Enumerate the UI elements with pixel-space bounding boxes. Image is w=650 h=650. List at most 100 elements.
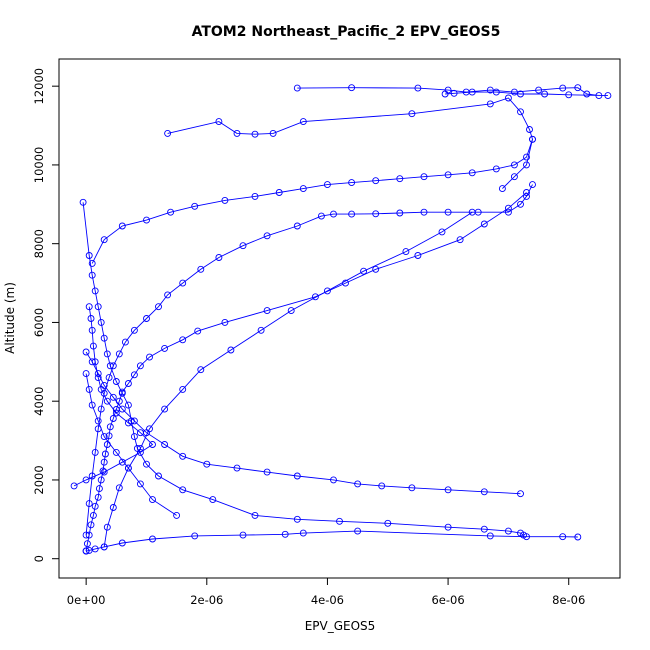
data-point: [146, 353, 153, 361]
data-point: [118, 539, 126, 547]
data-point: [112, 448, 120, 456]
data-point: [136, 480, 144, 488]
series-line: [73, 306, 154, 487]
data-point: [311, 293, 319, 301]
data-point: [492, 165, 500, 173]
x-tick-label: 4e-06: [311, 593, 344, 607]
data-point: [121, 338, 129, 346]
data-point: [444, 208, 452, 216]
data-point: [450, 89, 458, 97]
data-point: [136, 444, 144, 452]
data-point: [486, 100, 494, 108]
data-point: [510, 161, 518, 169]
data-point: [109, 415, 117, 422]
data-point: [124, 419, 132, 427]
data-point: [91, 502, 99, 510]
series-line: [85, 373, 177, 516]
data-point: [88, 259, 96, 267]
y-axis: 0 2000 4000 6000 8000 10000 12000: [32, 68, 59, 562]
data-point: [197, 366, 205, 374]
data-point: [444, 171, 452, 179]
data-point: [523, 161, 530, 169]
data-point: [167, 208, 175, 216]
data-point: [251, 130, 259, 138]
plot-frame: [58, 58, 621, 579]
data-point: [130, 326, 138, 334]
data-point: [504, 208, 512, 216]
data-point: [360, 267, 368, 275]
data-point: [136, 362, 144, 370]
data-point: [161, 344, 169, 352]
data-point: [106, 362, 114, 370]
data-point: [155, 303, 162, 311]
data-point: [348, 84, 356, 92]
data-point: [486, 532, 494, 540]
data-point: [372, 177, 380, 185]
data-point: [523, 533, 530, 541]
y-tick-label: 4000: [32, 387, 46, 416]
data-point: [105, 374, 113, 382]
data-point: [269, 129, 277, 137]
series-line: [91, 139, 533, 264]
data-point: [194, 327, 202, 335]
y-tick-label: 2000: [32, 465, 46, 494]
data-point: [88, 271, 96, 279]
data-point: [95, 485, 103, 493]
data-point: [517, 108, 524, 116]
data-point: [82, 531, 90, 539]
data-point: [103, 523, 111, 531]
data-point: [221, 196, 229, 204]
data-point: [441, 90, 449, 98]
data-point: [263, 468, 271, 476]
x-tick-label: 2e-06: [190, 593, 223, 607]
data-point: [444, 523, 452, 531]
chart-title: ATOM2 Northeast_Pacific_2 EPV_GEOS5: [192, 24, 501, 40]
data-point: [595, 92, 603, 100]
y-tick-label: 10000: [32, 147, 46, 184]
data-point: [330, 476, 337, 484]
data-point: [583, 90, 591, 98]
data-point: [106, 423, 114, 431]
series-line: [85, 192, 527, 551]
data-point: [517, 90, 524, 98]
data-point: [574, 84, 582, 92]
data-point: [149, 496, 156, 504]
data-point: [517, 490, 524, 498]
data-point: [299, 529, 307, 537]
data-point: [85, 252, 93, 259]
data-point: [257, 326, 265, 334]
data-point: [101, 450, 109, 458]
data-point: [378, 482, 386, 490]
data-point: [498, 185, 506, 193]
data-point: [70, 482, 78, 490]
data-point: [492, 88, 500, 96]
data-point: [82, 370, 90, 378]
data-point: [293, 515, 301, 523]
data-point: [130, 433, 138, 441]
data-point: [275, 189, 283, 196]
data-point: [414, 84, 422, 92]
data-point: [94, 493, 102, 501]
x-tick-label: 0e+00: [67, 593, 106, 607]
data-point: [82, 547, 90, 555]
data-point: [239, 242, 247, 250]
series-line: [85, 184, 533, 536]
data-point: [149, 441, 156, 448]
data-point: [100, 543, 108, 551]
data-point: [100, 381, 108, 389]
data-point: [83, 540, 91, 548]
x-axis: 0e+00 2e-06 4e-06 6e-06 8e-06: [67, 578, 585, 607]
series-line: [82, 202, 524, 536]
data-point: [149, 535, 156, 543]
data-point: [504, 94, 512, 102]
data-point: [191, 202, 199, 210]
data-point: [480, 525, 488, 533]
series-line: [85, 351, 521, 495]
data-series-group: [70, 84, 612, 555]
data-point: [112, 378, 120, 385]
data-point: [209, 496, 217, 504]
data-point: [109, 504, 117, 511]
data-point: [480, 220, 488, 228]
series-line: [103, 211, 473, 547]
data-point: [97, 405, 105, 413]
